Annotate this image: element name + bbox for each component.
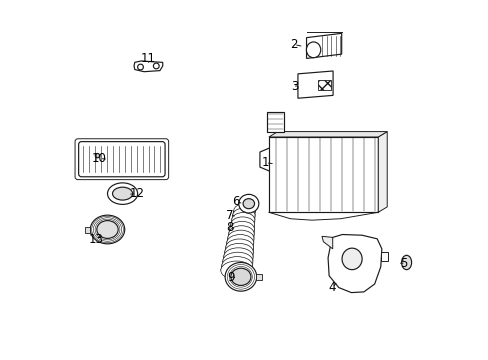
Ellipse shape [238, 194, 258, 213]
Ellipse shape [306, 42, 320, 58]
Polygon shape [380, 252, 387, 261]
Ellipse shape [90, 215, 124, 244]
Polygon shape [84, 226, 89, 233]
Text: 2: 2 [289, 38, 297, 51]
Ellipse shape [223, 252, 252, 270]
Ellipse shape [221, 261, 252, 280]
Ellipse shape [230, 217, 254, 232]
Ellipse shape [401, 255, 411, 270]
Ellipse shape [222, 257, 252, 275]
Text: 13: 13 [88, 233, 103, 246]
Ellipse shape [228, 226, 254, 242]
Text: 11: 11 [141, 52, 156, 65]
Ellipse shape [226, 235, 253, 251]
Polygon shape [255, 274, 261, 280]
Ellipse shape [107, 183, 137, 204]
Polygon shape [327, 234, 381, 293]
Text: 3: 3 [291, 80, 298, 93]
Ellipse shape [224, 243, 253, 261]
Text: 5: 5 [399, 257, 406, 270]
Ellipse shape [224, 248, 252, 265]
Ellipse shape [232, 208, 255, 223]
Ellipse shape [341, 248, 362, 270]
Ellipse shape [227, 230, 253, 247]
Polygon shape [378, 132, 386, 212]
Ellipse shape [153, 63, 159, 69]
Bar [266, 112, 284, 132]
Ellipse shape [224, 262, 256, 291]
Ellipse shape [95, 153, 100, 158]
Polygon shape [306, 33, 341, 58]
Ellipse shape [112, 187, 132, 200]
Text: 6: 6 [232, 195, 239, 208]
Bar [318, 80, 330, 90]
Ellipse shape [229, 221, 254, 237]
FancyBboxPatch shape [79, 141, 165, 177]
Text: 9: 9 [226, 271, 234, 284]
Text: 8: 8 [225, 221, 233, 234]
Ellipse shape [137, 64, 143, 70]
Ellipse shape [225, 239, 253, 256]
Ellipse shape [243, 199, 254, 209]
Ellipse shape [233, 204, 255, 218]
Polygon shape [134, 61, 163, 72]
Ellipse shape [97, 221, 118, 238]
Text: 10: 10 [92, 152, 106, 165]
Text: 4: 4 [328, 281, 335, 294]
Text: 7: 7 [225, 209, 233, 222]
Ellipse shape [230, 268, 250, 285]
Bar [268, 137, 378, 212]
Text: 12: 12 [129, 187, 144, 200]
Polygon shape [297, 71, 332, 98]
Polygon shape [321, 236, 332, 249]
Ellipse shape [231, 212, 254, 228]
Polygon shape [268, 132, 386, 137]
Text: 1: 1 [261, 156, 268, 169]
